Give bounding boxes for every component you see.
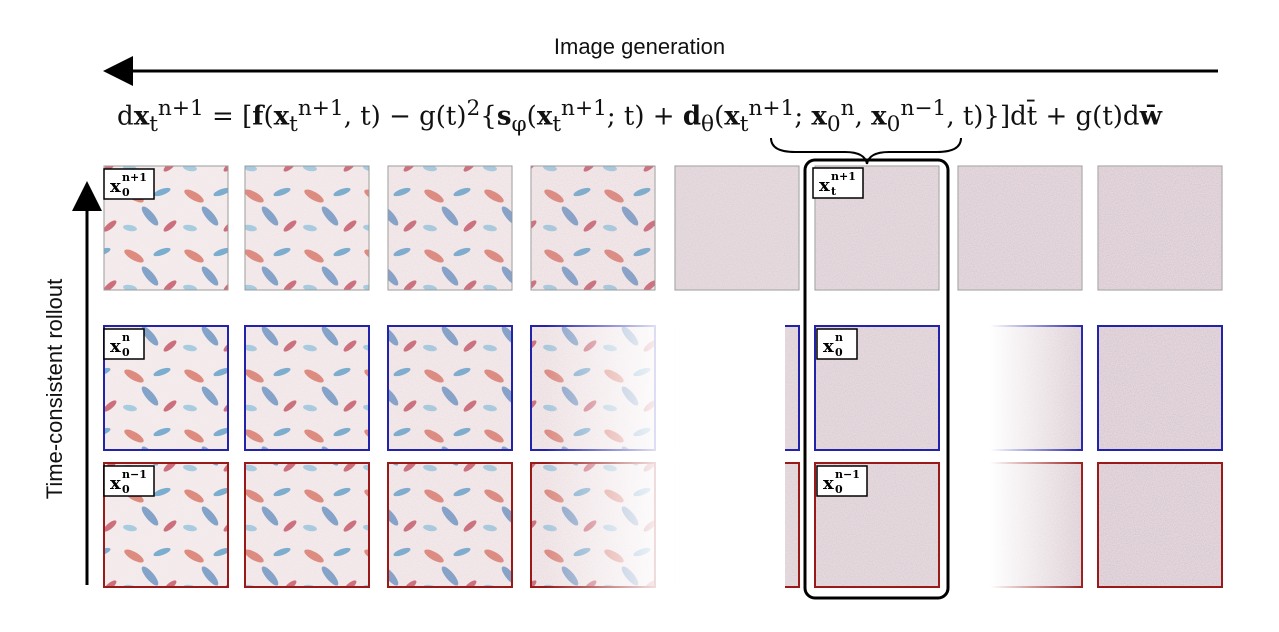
svg-text:x: x — [823, 473, 834, 494]
svg-text:x: x — [823, 336, 834, 357]
svg-text:0: 0 — [835, 346, 843, 359]
svg-text:0: 0 — [122, 346, 130, 359]
svg-text:x: x — [110, 176, 121, 197]
svg-text:n: n — [835, 331, 843, 344]
tile-noise-x0-n-col2 — [246, 327, 368, 449]
label-x0-n-col6: x 0 n — [816, 328, 858, 360]
tile-noise-x0-n+1-col3 — [389, 167, 511, 289]
sde-equation: dxtn+1 = [f(xtn+1, t) − g(t)2{sφ(xtn+1; … — [117, 96, 1162, 137]
svg-text:0: 0 — [122, 483, 130, 496]
tile-noise-x0-n+1-col5 — [676, 167, 798, 289]
label-x0-n-1-col6: x 0 n−1 — [816, 465, 868, 497]
tile-noise-x0-n+1-col8 — [1099, 167, 1221, 289]
label-xt-n1: x t n+1 — [812, 167, 864, 199]
tile-noise-x0-n-col8 — [1099, 327, 1221, 449]
tile-noise-x0-n+1-col2 — [246, 167, 368, 289]
tile-noise-x0-n+1-col7 — [959, 167, 1081, 289]
svg-text:0: 0 — [122, 186, 130, 199]
svg-text:n: n — [122, 331, 130, 344]
equation-brace — [770, 137, 962, 165]
label-x0-n: x 0 n — [103, 328, 145, 360]
image-generation-title: Image generation — [553, 34, 726, 59]
svg-text:n+1: n+1 — [122, 171, 147, 184]
label-x0-n-1: x 0 n−1 — [103, 465, 155, 497]
tile-noise-x0-n+1-col4 — [532, 167, 654, 289]
tile-noise-x0-n-1-col2 — [246, 464, 368, 586]
highlight-column-box — [803, 158, 950, 600]
svg-text:x: x — [110, 336, 121, 357]
tile-noise-x0-n-col3 — [389, 327, 511, 449]
label-x0-n1: x 0 n+1 — [103, 168, 155, 200]
svg-text:x: x — [110, 473, 121, 494]
svg-text:t: t — [831, 185, 837, 198]
svg-text:0: 0 — [835, 483, 843, 496]
svg-text:n+1: n+1 — [831, 170, 856, 183]
svg-text:n−1: n−1 — [835, 468, 860, 481]
svg-text:x: x — [819, 175, 830, 196]
tile-noise-x0-n-1-col8 — [1099, 464, 1221, 586]
tile-noise-x0-n-1-col3 — [389, 464, 511, 586]
svg-text:n−1: n−1 — [122, 468, 147, 481]
